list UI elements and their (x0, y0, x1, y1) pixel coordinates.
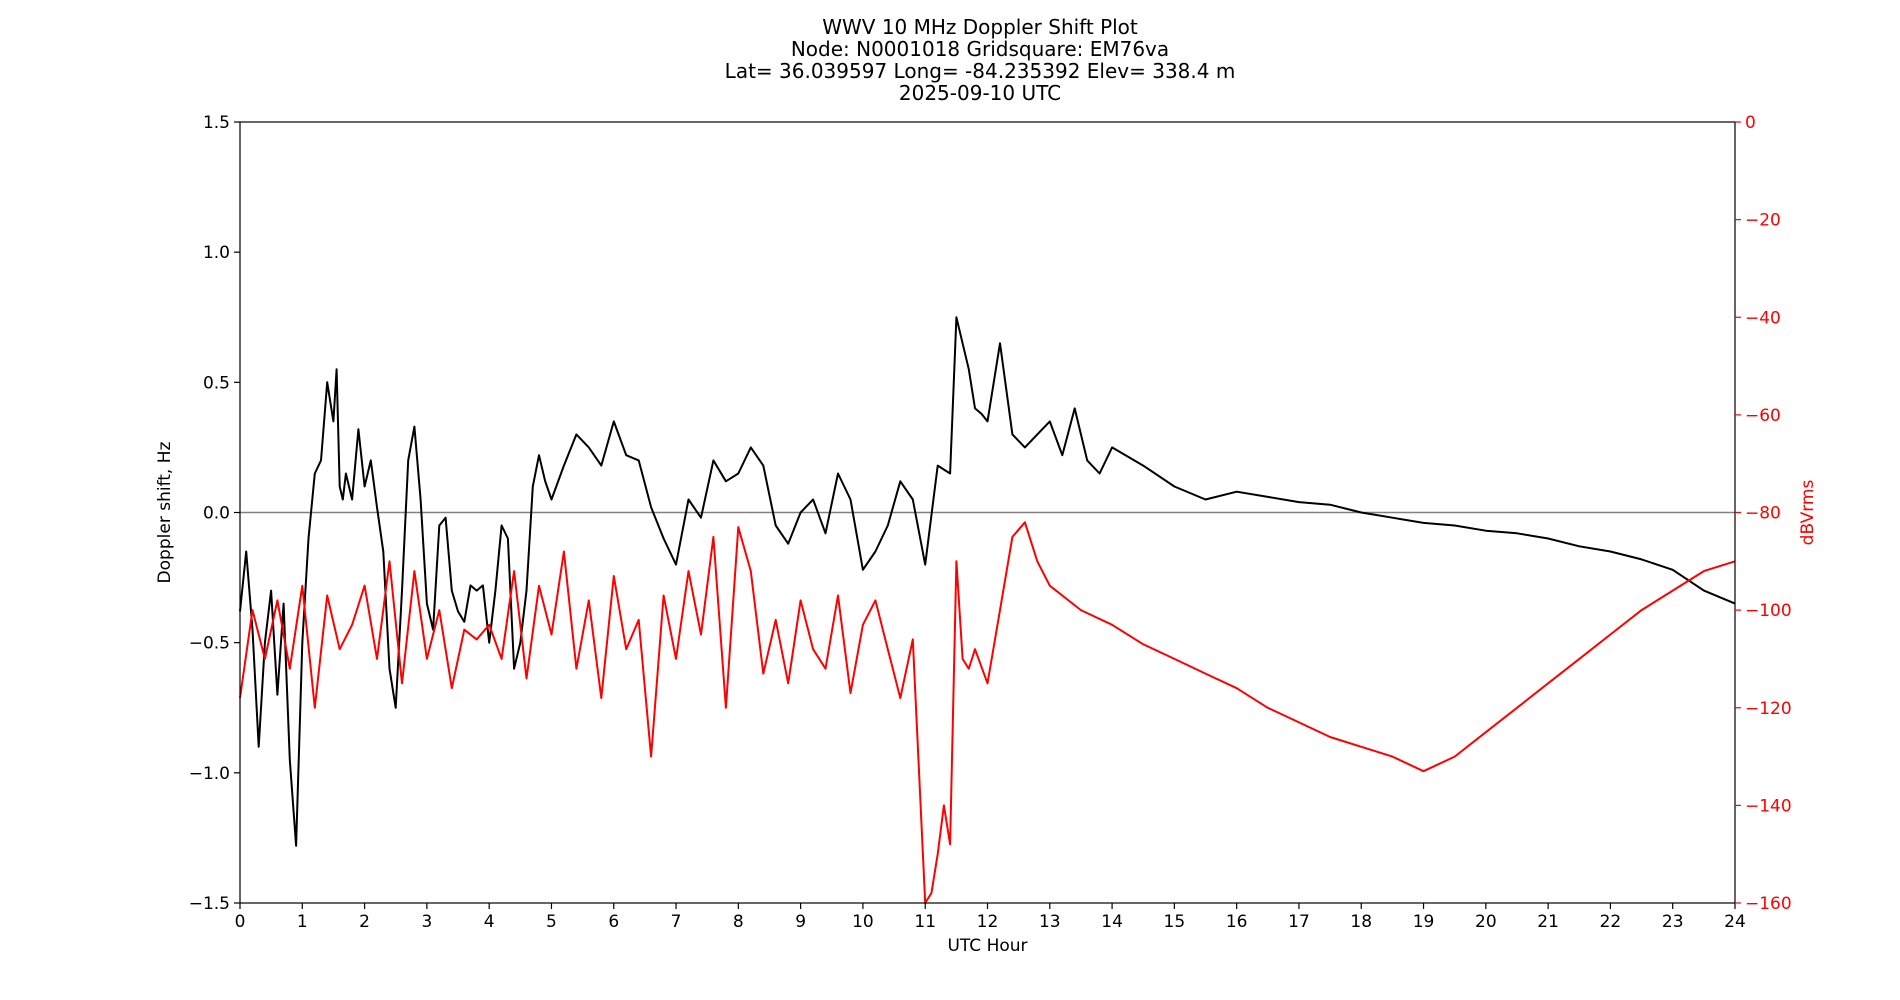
right-y-tick-label: −160 (1745, 894, 1792, 914)
right-y-tick-label: −120 (1745, 699, 1792, 719)
x-axis-label: UTC Hour (947, 936, 1027, 956)
x-tick-label: 19 (1413, 912, 1435, 932)
x-tick-label: 12 (977, 912, 999, 932)
left-y-tick-label: −1.0 (189, 764, 230, 784)
left-y-axis: 1.5 1.0 0.5 0.0 −0.5 −1.0 −1.5 (189, 113, 240, 914)
x-tick-label: 13 (1039, 912, 1061, 932)
left-y-tick-label: 1.5 (203, 113, 230, 133)
right-y-tick-label: −100 (1745, 601, 1792, 621)
x-tick-label: 14 (1101, 912, 1123, 932)
left-y-tick-label: −1.5 (189, 894, 230, 914)
left-y-tick-label: 0.5 (203, 373, 230, 393)
x-tick-label: 10 (852, 912, 874, 932)
x-tick-label: 15 (1164, 912, 1186, 932)
right-y-tick-label: −80 (1745, 504, 1781, 524)
title-line-1: WWV 10 MHz Doppler Shift Plot (822, 15, 1138, 39)
right-y-tick-label: −60 (1745, 406, 1781, 426)
right-y-tick-label: 0 (1745, 113, 1756, 133)
x-tick-label: 4 (484, 912, 495, 932)
x-tick-label: 9 (795, 912, 806, 932)
title-line-3: Lat= 36.039597 Long= -84.235392 Elev= 33… (725, 59, 1236, 83)
x-tick-label: 22 (1600, 912, 1622, 932)
doppler-shift-series-line (239, 316, 1736, 847)
right-y-tick-label: −140 (1745, 796, 1792, 816)
x-tick-label: 1 (297, 912, 308, 932)
left-y-tick-label: −0.5 (189, 634, 230, 654)
x-tick-label: 24 (1724, 912, 1746, 932)
x-tick-label: 18 (1350, 912, 1372, 932)
series-layer (239, 316, 1736, 904)
right-y-axis: 0 −20 −40 −60 −80 −100 −120 −140 −160 (1735, 113, 1792, 914)
x-tick-label: 0 (235, 912, 246, 932)
x-tick-label: 5 (546, 912, 557, 932)
left-y-tick-label: 1.0 (203, 243, 230, 263)
x-axis: 0 1 2 3 4 5 6 7 8 9 10 11 12 13 14 15 16 17 18 19 20 21 22 23 24 (235, 903, 1746, 932)
x-tick-label: 17 (1288, 912, 1310, 932)
x-tick-label: 8 (733, 912, 744, 932)
right-y-axis-label: dBVrms (1798, 480, 1818, 546)
x-tick-label: 21 (1537, 912, 1559, 932)
right-y-tick-label: −20 (1745, 211, 1781, 231)
x-tick-label: 11 (914, 912, 936, 932)
x-tick-label: 3 (421, 912, 432, 932)
x-tick-label: 16 (1226, 912, 1248, 932)
title-line-4: 2025-09-10 UTC (899, 81, 1061, 105)
x-tick-label: 7 (671, 912, 682, 932)
x-tick-label: 2 (359, 912, 370, 932)
left-y-axis-label: Doppler shift, Hz (155, 441, 175, 583)
x-tick-label: 23 (1662, 912, 1684, 932)
title-line-2: Node: N0001018 Gridsquare: EM76va (791, 37, 1169, 61)
left-y-tick-label: 0.0 (203, 504, 230, 524)
x-tick-label: 20 (1475, 912, 1497, 932)
chart-title: WWV 10 MHz Doppler Shift Plot Node: N000… (725, 15, 1236, 105)
power-dbvrms-series-line (239, 521, 1736, 904)
x-tick-label: 6 (608, 912, 619, 932)
right-y-tick-label: −40 (1745, 308, 1781, 328)
